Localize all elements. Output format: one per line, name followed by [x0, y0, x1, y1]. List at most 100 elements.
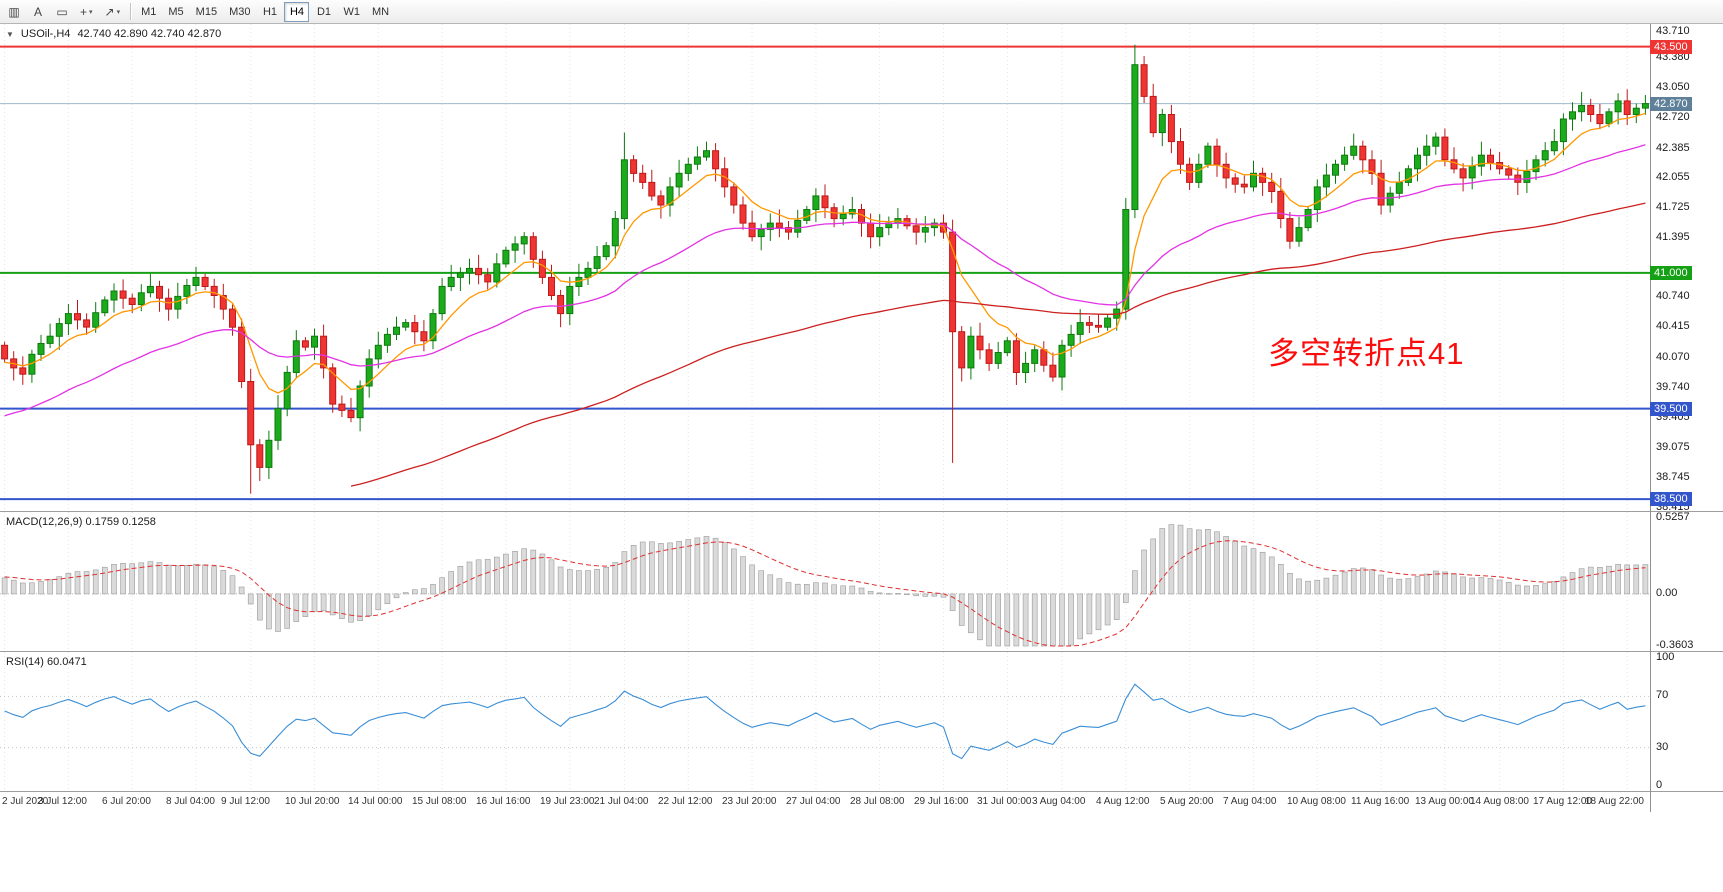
rsi-axis-label: 30	[1656, 741, 1669, 753]
crosshair-tool-button[interactable]: + ▾	[75, 2, 98, 22]
candle	[794, 219, 802, 233]
candle	[502, 249, 510, 265]
main-chart-panel[interactable]: ▼ USOil-,H4 42.740 42.890 42.740 42.870 …	[0, 24, 1723, 511]
candle	[1541, 150, 1549, 161]
candle	[1012, 340, 1020, 373]
candle	[1341, 154, 1349, 165]
candle	[976, 335, 984, 351]
candle	[420, 331, 428, 342]
time-axis-label: 13 Aug 00:00	[1415, 796, 1474, 807]
candle	[1404, 168, 1412, 183]
candle	[301, 340, 309, 348]
time-axis: 2 Jul 2020 3 Jul 12:00 6 Jul 20:00 8 Jul 04…	[0, 791, 1723, 812]
time-axis-label: 31 Jul 00:00	[977, 796, 1032, 807]
candle	[1022, 362, 1030, 373]
candle	[639, 172, 647, 183]
candle	[611, 218, 619, 247]
candle	[356, 385, 364, 419]
time-axis-label: 14 Jul 00:00	[348, 796, 403, 807]
object-box-icon: ▭	[56, 4, 68, 19]
candle	[684, 163, 692, 174]
candle	[1058, 344, 1066, 378]
collapse-arrow-icon[interactable]: ▼	[6, 29, 14, 39]
price-badge: 42.870	[1650, 97, 1692, 111]
price-badge: 43.500	[1650, 40, 1692, 54]
price-axis-label: 41.395	[1656, 231, 1690, 243]
candle	[74, 313, 81, 321]
candle	[92, 312, 100, 328]
candle	[803, 209, 811, 221]
rsi-plot[interactable]	[0, 652, 1650, 792]
candle	[201, 276, 209, 287]
candle	[1350, 145, 1358, 156]
candle	[46, 335, 54, 344]
candle	[1204, 145, 1212, 165]
toolbar-icons: ▥ A ▭ + ▾ ↗ ▾	[3, 2, 125, 22]
rsi-axis-label: 70	[1656, 689, 1669, 701]
candle	[119, 290, 127, 299]
candle	[1468, 165, 1476, 179]
candle	[1158, 114, 1166, 134]
timeframe-M1[interactable]: M1	[141, 5, 157, 18]
timeframe-M5[interactable]: M5	[168, 5, 184, 18]
timeframe-H1[interactable]: H1	[262, 5, 278, 18]
macd-panel[interactable]: MACD(12,26,9) 0.1759 0.1258	[0, 511, 1723, 652]
candle	[83, 319, 91, 328]
timeframe-D1[interactable]: D1	[316, 5, 332, 18]
timeframe-W1[interactable]: W1	[343, 5, 360, 18]
candle	[511, 243, 519, 251]
candle	[1559, 118, 1567, 143]
candle	[1550, 141, 1558, 152]
candle	[1195, 163, 1203, 183]
candle	[1040, 349, 1048, 366]
price-axis-label: 42.055	[1656, 171, 1690, 183]
candle	[165, 297, 173, 310]
macd-plot[interactable]	[0, 512, 1650, 652]
candle	[1067, 333, 1075, 346]
candle	[1295, 227, 1303, 242]
candle	[1304, 209, 1312, 229]
rsi-panel[interactable]: RSI(14) 60.0471	[0, 651, 1723, 792]
timeframe-MN[interactable]: MN	[371, 5, 390, 18]
candle	[602, 245, 610, 258]
candle	[1441, 136, 1449, 161]
tick-chart-button[interactable]: ▥	[3, 2, 25, 22]
object-box-button[interactable]: ▭	[51, 2, 73, 22]
main-plot[interactable]	[0, 24, 1650, 511]
candle	[1395, 181, 1403, 194]
candle	[1031, 349, 1039, 364]
candle	[1167, 114, 1175, 143]
timeframe-M30[interactable]: M30	[229, 5, 251, 18]
candle	[1268, 181, 1276, 192]
line-studies-button[interactable]: ↗ ▾	[100, 2, 126, 22]
candle	[812, 195, 820, 210]
rsi-axis-label: 0	[1656, 779, 1663, 791]
time-axis-label: 18 Aug 22:00	[1585, 796, 1644, 807]
candle	[55, 323, 63, 337]
time-axis-label: 4 Aug 12:00	[1096, 796, 1150, 807]
candle	[712, 150, 720, 170]
timeframe-H4[interactable]: H4	[284, 1, 310, 22]
candle	[466, 267, 473, 274]
text-tool-button[interactable]: A	[27, 2, 49, 22]
candle	[1177, 141, 1184, 165]
candle	[757, 228, 765, 238]
candle	[1213, 145, 1221, 165]
candle	[657, 195, 665, 206]
candle	[256, 444, 264, 468]
candle	[538, 258, 546, 278]
candle	[383, 333, 391, 346]
candle	[1085, 322, 1093, 326]
candle	[648, 181, 656, 197]
candle	[156, 285, 163, 299]
price-axis-label: 43.050	[1656, 81, 1690, 93]
candle	[1250, 172, 1257, 188]
candle	[1477, 154, 1485, 167]
timeframe-M15[interactable]: M15	[195, 5, 218, 18]
candle	[921, 227, 929, 233]
chart-symbol-period: USOil-,H4	[20, 28, 71, 40]
time-axis-label: 16 Jul 16:00	[476, 796, 531, 807]
candle	[137, 292, 145, 306]
candle	[1186, 163, 1194, 183]
candle	[456, 272, 464, 278]
